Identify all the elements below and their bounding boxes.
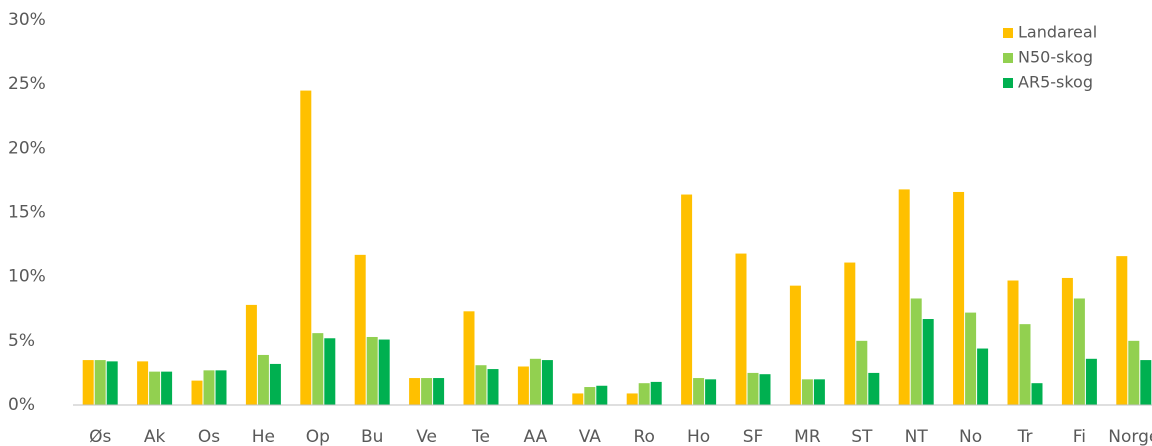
bar xyxy=(856,340,868,405)
bar xyxy=(324,338,336,405)
y-tick-label: 5% xyxy=(8,331,35,351)
bar xyxy=(1116,256,1128,405)
x-tick-label: VA xyxy=(579,427,602,446)
x-tick-label: MR xyxy=(794,427,821,446)
x-tick-label: Ve xyxy=(416,427,437,446)
bar xyxy=(517,366,529,405)
bar xyxy=(257,354,269,405)
x-tick-label: Ro xyxy=(633,427,654,446)
bar xyxy=(149,371,161,405)
x-tick-label: He xyxy=(252,427,275,446)
bar xyxy=(541,360,553,405)
x-tick-label: Ak xyxy=(144,427,166,446)
bar xyxy=(245,304,257,405)
bar xyxy=(463,311,475,405)
x-tick-label: Bu xyxy=(361,427,383,446)
x-tick-label: AA xyxy=(524,427,548,446)
bar xyxy=(203,370,215,405)
bar xyxy=(487,369,499,405)
y-tick-label: 20% xyxy=(8,138,46,158)
bar xyxy=(681,194,693,405)
y-tick-label: 25% xyxy=(8,74,46,94)
bar xyxy=(82,360,94,405)
bar xyxy=(1085,358,1097,405)
bar xyxy=(1007,280,1019,405)
bar xyxy=(161,371,173,405)
bar xyxy=(693,378,705,405)
bar xyxy=(106,361,118,405)
bar xyxy=(1128,340,1140,405)
x-tick-label: Te xyxy=(471,427,490,446)
x-tick-label: Op xyxy=(306,427,330,446)
bar xyxy=(1019,324,1031,405)
bar xyxy=(898,189,910,405)
bar xyxy=(269,363,281,405)
bar xyxy=(910,298,922,405)
bar xyxy=(300,90,312,405)
legend-swatch xyxy=(1003,78,1013,88)
bar xyxy=(922,319,934,405)
bar xyxy=(1031,383,1043,405)
y-tick-label: 10% xyxy=(8,267,46,287)
bar xyxy=(965,312,977,405)
bar xyxy=(409,378,421,405)
bar xyxy=(596,385,608,405)
bar xyxy=(844,262,856,405)
bar xyxy=(813,379,825,405)
x-tick-label: Tr xyxy=(1017,427,1033,446)
bar xyxy=(789,285,801,405)
bar xyxy=(421,378,433,405)
bar xyxy=(1061,277,1073,405)
bar xyxy=(191,380,203,405)
bar xyxy=(801,379,813,405)
bar xyxy=(977,348,989,405)
legend-swatch xyxy=(1003,28,1013,38)
bar xyxy=(650,381,662,405)
bar xyxy=(137,361,149,405)
x-tick-label: Ho xyxy=(687,427,710,446)
bar xyxy=(378,339,390,405)
bar xyxy=(638,383,650,405)
bar xyxy=(747,372,759,405)
bar xyxy=(1073,298,1085,405)
bar xyxy=(354,254,366,405)
x-tick-label: NT xyxy=(905,427,929,446)
bar xyxy=(868,372,880,405)
bar xyxy=(705,379,717,405)
bar xyxy=(312,333,324,405)
bar xyxy=(1140,360,1152,405)
bar xyxy=(626,393,638,405)
x-tick-label: ST xyxy=(851,427,873,446)
bar xyxy=(366,336,378,405)
x-tick-label: Øs xyxy=(89,427,111,446)
bar xyxy=(572,393,584,405)
bar xyxy=(433,378,445,405)
y-tick-label: 0% xyxy=(8,395,35,415)
legend-label: N50-skog xyxy=(1018,48,1093,67)
legend-label: AR5-skog xyxy=(1018,73,1093,92)
y-tick-label: 30% xyxy=(8,10,46,30)
y-tick-label: 15% xyxy=(8,203,46,223)
bar xyxy=(953,191,965,405)
bar xyxy=(735,253,747,405)
x-tick-label: Norge xyxy=(1108,427,1152,446)
legend-label: Landareal xyxy=(1018,23,1097,42)
bar xyxy=(759,374,771,405)
x-tick-label: Os xyxy=(198,427,220,446)
bar xyxy=(215,370,227,405)
legend-swatch xyxy=(1003,53,1013,63)
bar xyxy=(529,358,541,405)
bar xyxy=(584,387,596,405)
x-tick-label: Fi xyxy=(1073,427,1086,446)
x-tick-label: SF xyxy=(743,427,764,446)
x-tick-label: No xyxy=(959,427,982,446)
bar xyxy=(94,360,106,405)
bar xyxy=(475,365,487,405)
